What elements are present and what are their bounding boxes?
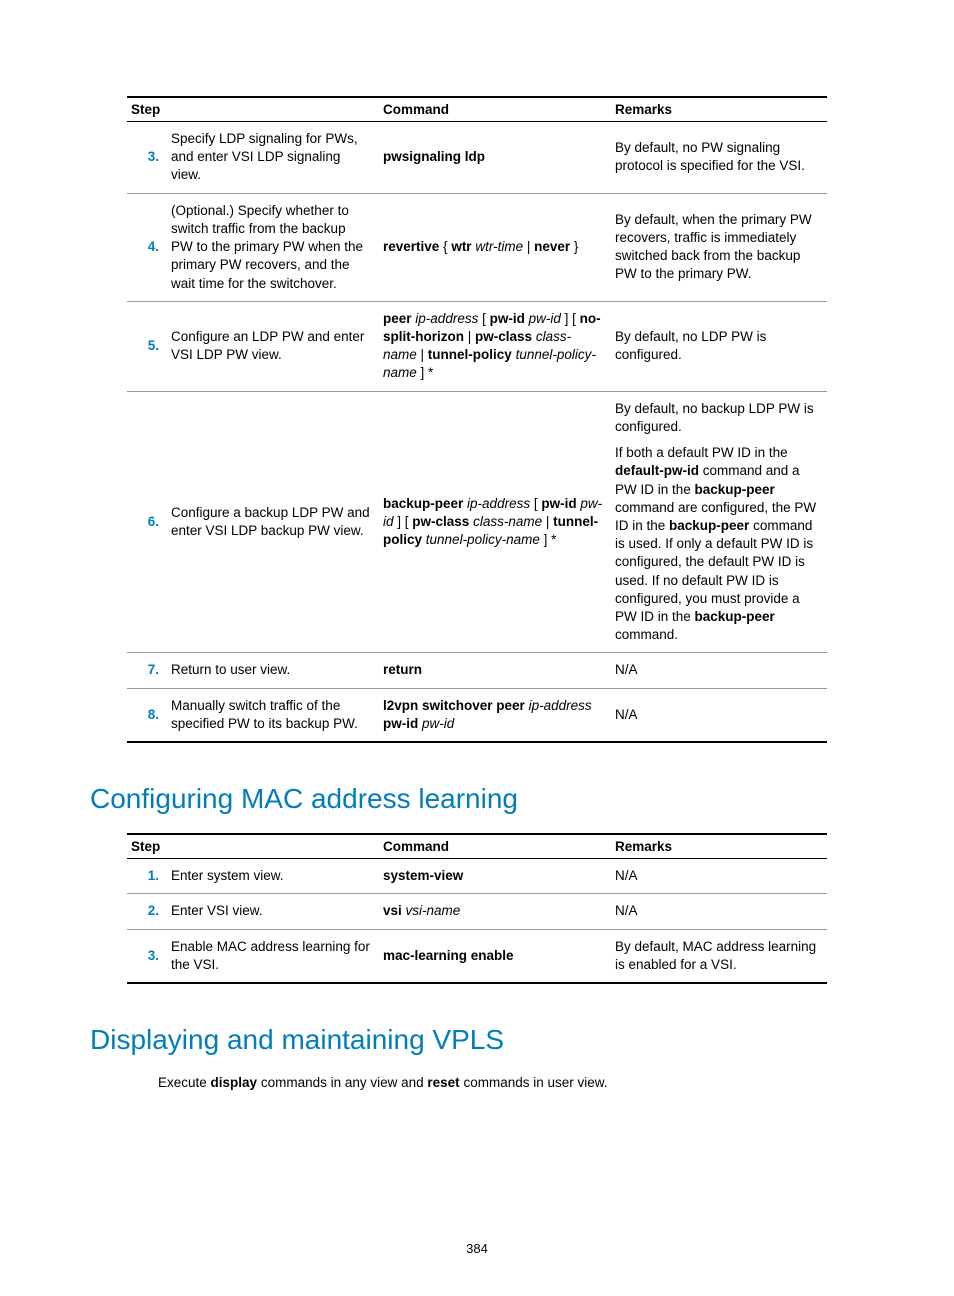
step-remarks: N/A [611, 653, 827, 688]
th-step: Step [127, 834, 379, 859]
step-command: return [379, 653, 611, 688]
step-command: mac-learning enable [379, 929, 611, 983]
step-command: pwsignaling ldp [379, 122, 611, 194]
step-description: Return to user view. [167, 653, 379, 688]
th-step: Step [127, 97, 379, 122]
step-number: 3. [127, 122, 167, 194]
step-command: revertive { wtr wtr-time | never } [379, 193, 611, 301]
table-row: 2.Enter VSI view.vsi vsi-nameN/A [127, 894, 827, 929]
step-number: 2. [127, 894, 167, 929]
th-remarks: Remarks [611, 97, 827, 122]
table-row: 5.Configure an LDP PW and enter VSI LDP … [127, 301, 827, 391]
table-row: 3.Enable MAC address learning for the VS… [127, 929, 827, 983]
step-remarks: By default, no PW signaling protocol is … [611, 122, 827, 194]
step-number: 7. [127, 653, 167, 688]
step-remarks: By default, no LDP PW is configured. [611, 301, 827, 391]
body-text-display: Execute display commands in any view and… [158, 1074, 864, 1093]
step-remarks: N/A [611, 688, 827, 742]
th-command: Command [379, 97, 611, 122]
heading-mac-learning: Configuring MAC address learning [90, 783, 864, 815]
table-row: 6.Configure a backup LDP PW and enter VS… [127, 391, 827, 653]
step-number: 5. [127, 301, 167, 391]
step-number: 4. [127, 193, 167, 301]
step-command: peer ip-address [ pw-id pw-id ] [ no-spl… [379, 301, 611, 391]
heading-display-vpls: Displaying and maintaining VPLS [90, 1024, 864, 1056]
step-number: 6. [127, 391, 167, 653]
table-row: 4.(Optional.) Specify whether to switch … [127, 193, 827, 301]
step-description: (Optional.) Specify whether to switch tr… [167, 193, 379, 301]
step-number: 8. [127, 688, 167, 742]
table-row: 3.Specify LDP signaling for PWs, and ent… [127, 122, 827, 194]
step-description: Configure a backup LDP PW and enter VSI … [167, 391, 379, 653]
step-remarks: N/A [611, 894, 827, 929]
step-number: 3. [127, 929, 167, 983]
step-remarks: By default, no backup LDP PW is configur… [611, 391, 827, 653]
table-row: 7.Return to user view.returnN/A [127, 653, 827, 688]
step-remarks: By default, when the primary PW recovers… [611, 193, 827, 301]
step-number: 1. [127, 859, 167, 894]
th-remarks: Remarks [611, 834, 827, 859]
step-description: Enable MAC address learning for the VSI. [167, 929, 379, 983]
step-description: Configure an LDP PW and enter VSI LDP PW… [167, 301, 379, 391]
th-command: Command [379, 834, 611, 859]
step-command: l2vpn switchover peer ip-address pw-id p… [379, 688, 611, 742]
table-row: 1.Enter system view.system-viewN/A [127, 859, 827, 894]
table-row: 8.Manually switch traffic of the specifi… [127, 688, 827, 742]
step-description: Specify LDP signaling for PWs, and enter… [167, 122, 379, 194]
step-description: Manually switch traffic of the specified… [167, 688, 379, 742]
config-table-1: Step Command Remarks 3.Specify LDP signa… [127, 96, 827, 743]
step-command: vsi vsi-name [379, 894, 611, 929]
step-description: Enter system view. [167, 859, 379, 894]
step-remarks: By default, MAC address learning is enab… [611, 929, 827, 983]
config-table-2: Step Command Remarks 1.Enter system view… [127, 833, 827, 984]
step-remarks: N/A [611, 859, 827, 894]
step-command: system-view [379, 859, 611, 894]
page-number: 384 [0, 1241, 954, 1256]
step-description: Enter VSI view. [167, 894, 379, 929]
step-command: backup-peer ip-address [ pw-id pw-id ] [… [379, 391, 611, 653]
